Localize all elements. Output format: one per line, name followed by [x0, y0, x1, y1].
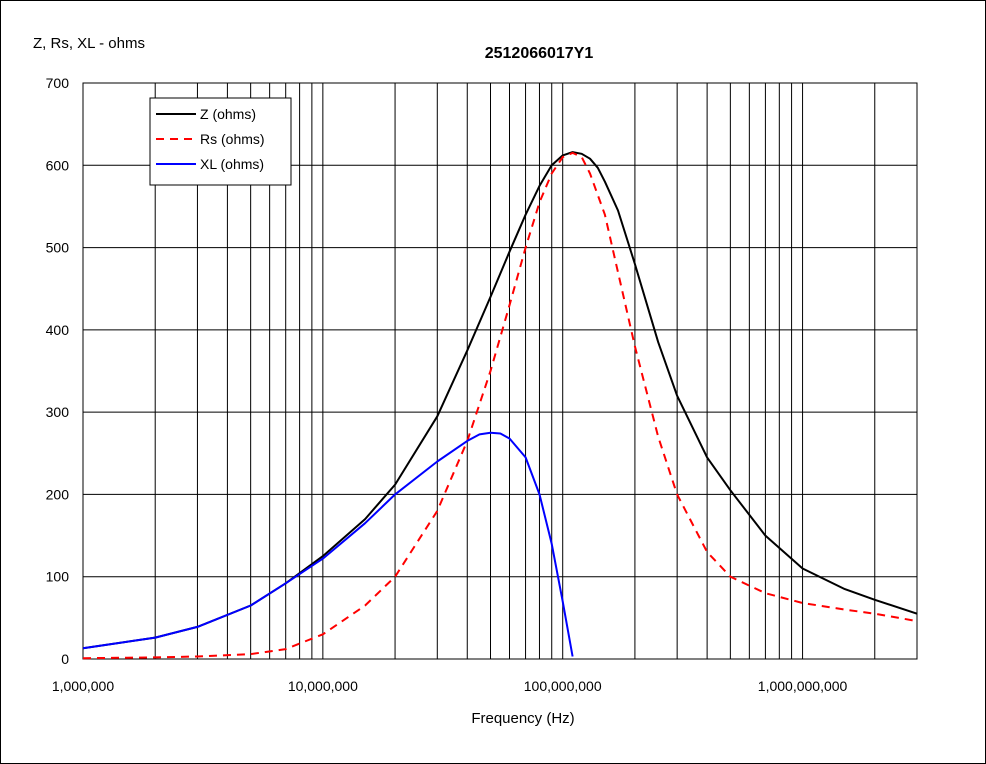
x-axis-ticks: 1,000,000 10,000,000 100,000,000 1,000,000,…	[52, 678, 848, 694]
y-axis-ticks: 0 100 200 300 400 500 600 700	[46, 75, 70, 667]
series-line	[82, 151, 918, 660]
y-tick-label: 0	[61, 651, 69, 667]
y-tick-label: 100	[46, 569, 70, 585]
series-line	[82, 431, 574, 657]
y-tick-label: 600	[46, 157, 70, 173]
y-tick-label: 300	[46, 404, 70, 420]
x-tick-label: 10,000,000	[288, 678, 358, 694]
y-axis-label: Z, Rs, XL - ohms	[33, 35, 145, 52]
legend-label: XL (ohms)	[200, 156, 264, 172]
series-lines	[82, 151, 918, 660]
y-tick-label: 400	[46, 322, 70, 338]
series-line	[82, 151, 918, 650]
legend-label: Z (ohms)	[200, 106, 256, 122]
y-tick-label: 200	[46, 486, 70, 502]
chart-title: 2512066017Y1	[485, 45, 594, 62]
x-tick-label: 1,000,000	[52, 678, 114, 694]
x-tick-label: 1,000,000,000	[758, 678, 848, 694]
x-axis-label: Frequency (Hz)	[471, 710, 574, 727]
plot-area	[82, 82, 918, 660]
y-tick-label: 500	[46, 240, 70, 256]
legend-label: Rs (ohms)	[200, 131, 265, 147]
y-tick-label: 700	[46, 75, 70, 91]
legend-box	[149, 97, 292, 186]
x-tick-label: 100,000,000	[524, 678, 602, 694]
legend: Z (ohms) Rs (ohms) XL (ohms)	[149, 97, 292, 186]
